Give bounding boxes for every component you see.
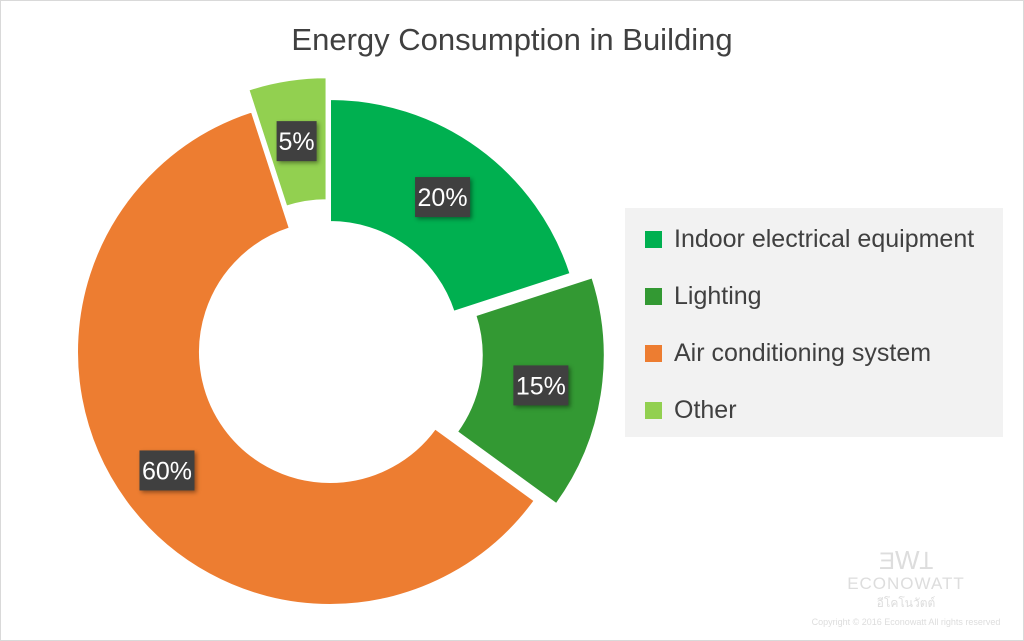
legend-swatch xyxy=(645,288,662,305)
legend-item: Indoor electrical equipment xyxy=(645,225,974,254)
logo-mark-icon: ƎWꞱ xyxy=(879,545,933,575)
data-label: 20% xyxy=(415,177,471,218)
legend-label: Lighting xyxy=(674,282,762,310)
legend-item: Air conditioning system xyxy=(645,339,931,368)
data-label-text: 5% xyxy=(279,128,315,156)
data-label: 15% xyxy=(513,365,569,406)
data-label: 60% xyxy=(139,450,195,491)
data-label-box xyxy=(276,121,317,162)
logo-thai: อีโคโนวัตต์ xyxy=(876,596,936,610)
data-label: 5% xyxy=(276,121,317,162)
legend-item: Other xyxy=(645,396,737,425)
data-label-box xyxy=(415,177,471,218)
data-label-box xyxy=(139,450,195,491)
data-label-text: 15% xyxy=(516,372,566,400)
legend-swatch xyxy=(645,345,662,362)
legend: Indoor electrical equipment Lighting Air… xyxy=(625,208,1003,437)
legend-item: Lighting xyxy=(645,282,762,311)
legend-swatch xyxy=(645,402,662,419)
data-label-text: 20% xyxy=(418,184,468,212)
chart-title: Energy Consumption in Building xyxy=(291,22,733,57)
legend-swatch xyxy=(645,231,662,248)
logo-brand: ECONOWATT xyxy=(847,574,965,593)
data-label-text: 60% xyxy=(142,457,192,485)
copyright-text: Copyright © 2016 Econowatt All rights re… xyxy=(811,617,1001,627)
legend-label: Other xyxy=(674,396,737,424)
data-label-box xyxy=(513,365,569,406)
econowatt-logo: ƎWꞱ ECONOWATT อีโคโนวัตต์ Copyright © 20… xyxy=(800,545,1012,627)
legend-label: Indoor electrical equipment xyxy=(674,225,975,253)
legend-label: Air conditioning system xyxy=(674,339,932,367)
